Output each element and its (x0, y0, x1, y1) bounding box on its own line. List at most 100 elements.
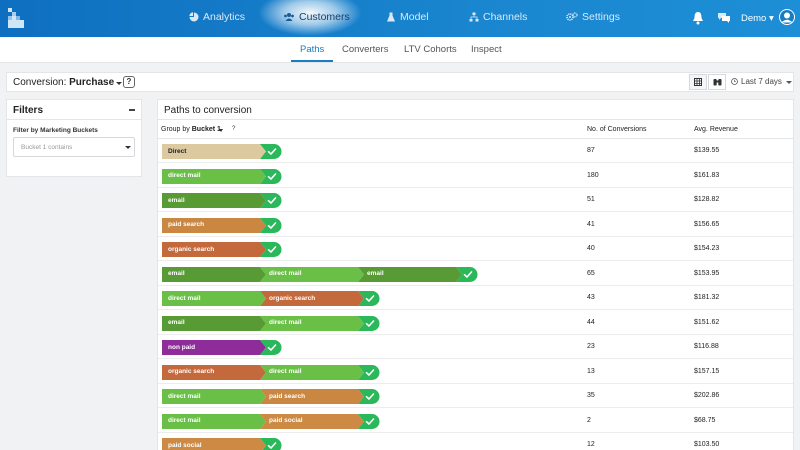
compare-view-button[interactable] (708, 74, 726, 90)
chevron-down-icon[interactable] (219, 129, 223, 132)
nav-channels[interactable]: Channels (469, 11, 527, 23)
table-row[interactable]: paid social 12 $103.50 (158, 433, 793, 450)
tab-ltv-cohorts[interactable]: LTV Cohorts (404, 44, 457, 55)
help-icon[interactable]: ? (232, 126, 236, 132)
active-tab-underline (291, 60, 333, 62)
filter-label: Filter by Marketing Buckets (13, 127, 98, 134)
bucket-filter-placeholder: Bucket 1 contains (21, 144, 73, 151)
conversions-cell: 2 (587, 416, 591, 424)
path-step: direct mail (260, 266, 364, 282)
avatar[interactable] (779, 9, 795, 25)
filters-panel: Filters Filter by Marketing Buckets Buck… (6, 99, 142, 177)
table-row[interactable]: organic search 40 $154.23 (158, 237, 793, 261)
path-step-arrow (260, 266, 364, 282)
path-step-arrow (162, 168, 266, 184)
user-menu[interactable]: Demo ▾ (741, 13, 774, 24)
conversions-cell: 23 (587, 343, 595, 350)
bell-icon[interactable] (692, 11, 704, 25)
path-step-label: non paid (168, 343, 196, 351)
table-row[interactable]: direct mail organic search 43 $181.32 (158, 286, 793, 310)
column-header-revenue[interactable]: Avg. Revenue (694, 126, 738, 133)
chevron-down-icon[interactable] (116, 82, 122, 85)
tab-converters[interactable]: Converters (342, 44, 389, 55)
conversions-cell: 51 (587, 196, 595, 203)
tab-paths[interactable]: Paths (300, 44, 325, 55)
path-step: email (162, 315, 266, 331)
nav-analytics[interactable]: Analytics (189, 11, 245, 23)
panel-title: Paths to conversion (164, 105, 252, 116)
paths-panel: Paths to conversion Group by Bucket 1 ? … (157, 99, 794, 450)
bucket-filter-select[interactable]: Bucket 1 contains (13, 137, 135, 157)
path-step: non paid (162, 340, 266, 355)
path-step-arrow (162, 364, 266, 380)
path-step-label: paid social (269, 417, 303, 424)
path-step-arrow (162, 438, 266, 450)
date-range-picker[interactable]: Last 7 days (731, 77, 782, 86)
table-row[interactable]: email 51 $128.82 (158, 188, 793, 212)
table-row[interactable]: non paid 23 $116.88 (158, 335, 793, 359)
nav-settings[interactable]: Settings (566, 11, 620, 23)
conversions-cell: 87 (587, 147, 595, 154)
path-step: direct mail (162, 168, 266, 184)
pie-chart-icon (189, 12, 199, 22)
table-row[interactable]: direct mail paid search 35 $202.86 (158, 384, 793, 408)
path-step: email (162, 193, 266, 208)
user-avatar-icon (780, 10, 794, 24)
checkmark-icon (358, 364, 380, 380)
nav-settings-label: Settings (582, 11, 620, 23)
group-by-value: Bucket 1 (191, 126, 221, 133)
path-step-label: organic search (168, 245, 215, 253)
table-row[interactable]: email direct mail email 65 $153.95 (158, 262, 793, 286)
conversion-selector[interactable]: Conversion: Purchase (13, 77, 114, 88)
flask-icon (387, 12, 395, 22)
app-logo[interactable] (8, 8, 24, 28)
revenue-cell: $153.95 (694, 269, 720, 277)
table-row[interactable]: paid search 41 $156.65 (158, 213, 793, 237)
path-step-label: organic search (269, 294, 316, 302)
nav-model[interactable]: Model (386, 11, 429, 23)
checkmark-icon (260, 340, 282, 355)
revenue-cell: $116.88 (694, 343, 719, 350)
path-step: organic search (260, 291, 364, 306)
nav-customers[interactable]: Customers (283, 11, 350, 23)
table-icon (694, 78, 702, 86)
help-button[interactable]: ? (123, 76, 135, 88)
tab-inspect[interactable]: Inspect (471, 44, 502, 55)
path-step-label: direct mail (168, 294, 201, 302)
path-step-label: direct mail (269, 270, 302, 277)
conversions-cell: 180 (587, 171, 599, 179)
column-header-conversions[interactable]: No. of Conversions (587, 126, 647, 133)
path-step-label: direct mail (269, 368, 302, 375)
path-step: paid search (162, 217, 266, 233)
conversions-cell: 41 (587, 220, 595, 228)
users-icon (284, 13, 294, 21)
chevron-down-icon (125, 146, 131, 149)
conversions-cell: 44 (587, 318, 595, 326)
conversions-cell: 65 (587, 269, 595, 277)
revenue-cell: $139.55 (694, 147, 720, 154)
table-view-button[interactable] (689, 74, 707, 90)
table-row[interactable]: direct mail paid social 2 $68.75 (158, 409, 793, 433)
conversions-cell: 35 (587, 392, 595, 399)
filters-title: Filters (13, 105, 44, 116)
sub-navbar: Paths Converters LTV Cohorts Inspect (0, 37, 800, 63)
table-row[interactable]: Direct 87 $139.55 (158, 139, 793, 163)
divider (158, 119, 793, 120)
checkmark-icon (358, 413, 380, 429)
path-step: organic search (162, 242, 266, 257)
table-row[interactable]: direct mail 180 $161.83 (158, 164, 793, 188)
conversions-cell: 13 (587, 367, 595, 375)
nav-model-label: Model (400, 11, 429, 23)
table-row[interactable]: organic search direct mail 13 $157.15 (158, 360, 793, 384)
chat-icon[interactable] (717, 11, 731, 25)
table-row[interactable]: email direct mail 44 $151.62 (158, 311, 793, 335)
checkmark-icon (260, 438, 282, 450)
collapse-icon[interactable] (129, 109, 135, 111)
revenue-cell: $161.83 (694, 171, 720, 179)
path-step: organic search (162, 364, 266, 380)
group-by-selector[interactable]: Group by Bucket 1 (161, 126, 221, 133)
revenue-cell: $68.75 (694, 416, 716, 424)
date-range-label: Last 7 days (741, 77, 782, 86)
path-step: Direct (162, 144, 266, 159)
date-chevron-down-icon[interactable] (786, 81, 792, 84)
